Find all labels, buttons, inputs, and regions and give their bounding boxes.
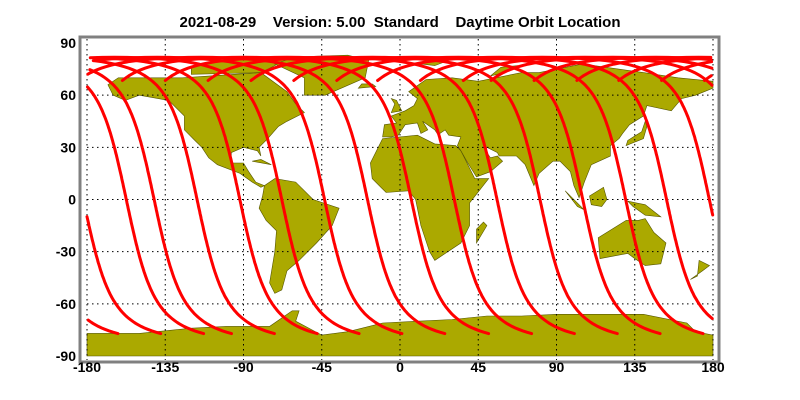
axis-ticks: -180 -135 -90 -45 0 45 90 135 180 90 60 30 0 -30 -60 -9… <box>56 35 725 375</box>
landmass-sumatra <box>564 190 585 211</box>
orbit-track-4 <box>575 55 713 82</box>
x-tick-label: -180 <box>73 359 101 375</box>
x-tick-label: -90 <box>233 359 253 375</box>
landmass-north-america <box>107 72 305 188</box>
x-tick-label: 45 <box>470 359 486 375</box>
landmass-madagascar <box>476 221 488 245</box>
orbit-track-7 <box>703 74 713 82</box>
x-tick-label: -45 <box>312 359 332 375</box>
y-tick-label: -30 <box>56 244 76 260</box>
x-tick-label: 90 <box>549 359 565 375</box>
orbit-track-5 <box>617 56 707 82</box>
landmass-new-zealand <box>690 259 711 280</box>
landmass-south-america <box>258 178 340 294</box>
y-tick-label: -60 <box>56 296 76 312</box>
landmass-new-guinea <box>626 200 662 218</box>
orbit-track-15 <box>418 55 715 217</box>
x-tick-label: 180 <box>701 359 725 375</box>
orbit-track-13 <box>335 55 705 336</box>
orbit-track-15 <box>85 215 163 336</box>
x-tick-label: 135 <box>623 359 647 375</box>
orbit-track-14 <box>86 318 120 336</box>
orbit-track-3 <box>92 59 276 336</box>
orbit-track-8 <box>120 55 491 336</box>
orbit-track-4 <box>95 56 319 336</box>
orbit-track-2 <box>88 68 233 336</box>
x-tick-label: 0 <box>396 359 404 375</box>
landmass-borneo <box>589 186 608 207</box>
y-tick-label: 30 <box>60 139 76 155</box>
orbit-track-10 <box>206 55 576 336</box>
orbit-tracks <box>85 55 715 336</box>
y-tick-label: 90 <box>60 35 76 51</box>
orbit-track-6 <box>91 55 404 336</box>
orbit-track-14 <box>376 55 714 320</box>
orbit-track-7 <box>86 55 447 336</box>
orbit-track-1 <box>86 85 206 336</box>
x-tick-label: -135 <box>151 359 179 375</box>
orbit-track-5 <box>88 55 361 336</box>
orbit-track-12 <box>292 55 662 336</box>
landmass-great-britain <box>390 98 403 113</box>
y-tick-label: 0 <box>68 192 76 208</box>
y-tick-label: -90 <box>56 348 76 364</box>
plot-frame <box>78 35 721 364</box>
grid-lines <box>86 39 714 360</box>
y-tick-label: 60 <box>60 87 76 103</box>
chart-title: 2021-08-29 Version: 5.00 Standard Daytim… <box>179 14 621 31</box>
orbit-track-11 <box>249 55 619 336</box>
landmass-cuba <box>252 159 272 165</box>
orbit-track-9 <box>163 55 534 336</box>
orbit-track-6 <box>660 60 714 82</box>
landmass-australia <box>597 218 667 266</box>
